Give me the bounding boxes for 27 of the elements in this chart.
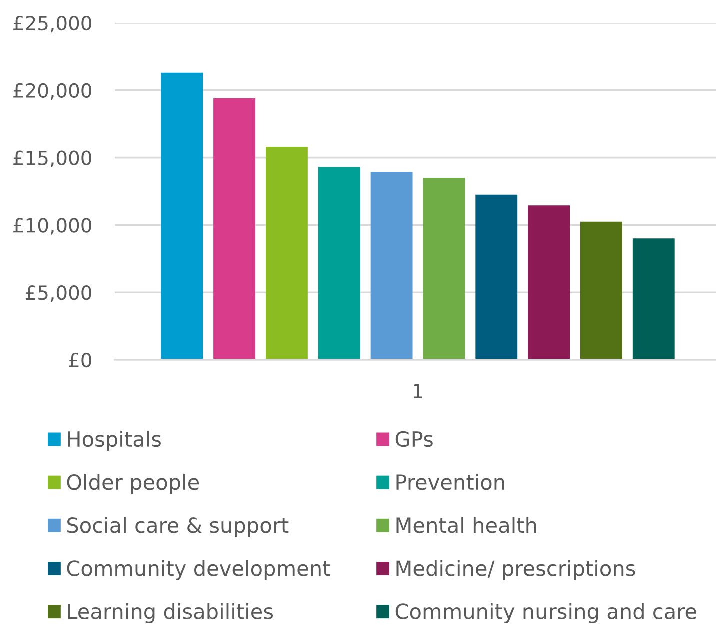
bar [370, 172, 413, 360]
bar [632, 238, 675, 360]
legend-label: GPs [396, 431, 433, 448]
y-tick-label: £25,000 [14, 16, 92, 33]
legend-label: Mental health [396, 517, 536, 534]
bar [318, 167, 360, 360]
y-tick-label: £5,000 [26, 286, 92, 302]
y-tick-label: £15,000 [14, 150, 92, 168]
y-tick-label: £20,000 [14, 83, 92, 100]
bar [214, 98, 256, 360]
bar [423, 178, 466, 360]
legend-label: Medicine/ prescriptions [396, 560, 636, 580]
bar [266, 147, 308, 360]
y-tick-label: £0 [69, 352, 92, 368]
legend-label: Community nursing and care [396, 603, 696, 624]
legend-label: Older people [67, 474, 200, 494]
x-tick-label: 1 [414, 384, 422, 398]
bar [580, 222, 622, 360]
bar [161, 72, 204, 360]
legend-label: Prevention [396, 474, 504, 490]
legend-label: Learning disabilities [68, 603, 274, 624]
bar [476, 194, 518, 360]
legend-label: Hospitals [68, 431, 161, 452]
bar [528, 206, 570, 360]
legend-label: Social care & support [68, 517, 289, 538]
y-tick-label: £10,000 [14, 218, 92, 235]
legend-label: Community development [67, 560, 330, 580]
